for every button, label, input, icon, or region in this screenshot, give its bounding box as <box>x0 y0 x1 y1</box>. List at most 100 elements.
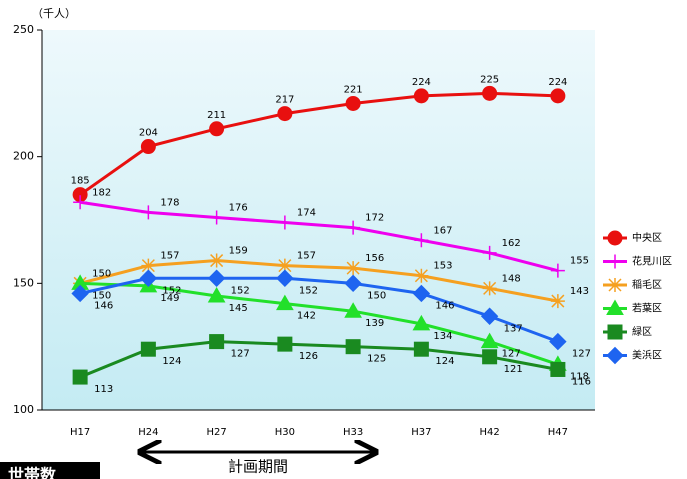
data-label: 224 <box>548 77 567 88</box>
legend-marker <box>607 324 623 340</box>
x-tick-label: H27 <box>207 427 227 438</box>
data-label: 225 <box>480 74 499 85</box>
marker <box>345 95 361 111</box>
x-tick-label: H47 <box>548 427 568 438</box>
marker <box>140 341 156 357</box>
data-label: 159 <box>229 246 248 257</box>
data-label: 153 <box>433 261 452 272</box>
data-label: 182 <box>92 187 111 198</box>
marker <box>207 286 226 303</box>
data-label: 172 <box>365 213 384 224</box>
data-label: 152 <box>231 285 250 296</box>
data-label: 152 <box>299 285 318 296</box>
marker <box>482 85 498 101</box>
marker <box>72 369 88 385</box>
data-label: 150 <box>367 290 386 301</box>
marker <box>412 284 431 303</box>
marker <box>550 361 566 377</box>
legend-label: 若葉区 <box>632 302 662 315</box>
series-line <box>79 200 559 273</box>
marker <box>412 314 431 331</box>
data-label: 157 <box>297 251 316 262</box>
legend-marker <box>608 278 622 292</box>
marker <box>550 263 565 278</box>
data-label: 127 <box>572 349 591 360</box>
data-label: 124 <box>162 356 181 367</box>
marker <box>277 258 292 273</box>
marker <box>140 139 156 155</box>
data-label: 185 <box>71 176 90 187</box>
marker <box>209 253 224 268</box>
legend-marker <box>606 299 624 315</box>
data-label: 146 <box>94 300 113 311</box>
legend-marker <box>607 230 623 246</box>
data-label: 150 <box>92 268 111 279</box>
legend-label: 中央区 <box>632 231 662 244</box>
series-line <box>79 259 559 303</box>
data-label: 139 <box>365 318 384 329</box>
x-tick-label: H17 <box>70 427 90 438</box>
data-label: 211 <box>207 110 226 121</box>
marker <box>277 336 293 352</box>
marker <box>209 121 225 137</box>
marker <box>277 106 293 122</box>
y-tick-label: 100 <box>13 403 34 416</box>
marker <box>345 339 361 355</box>
data-label: 125 <box>367 354 386 365</box>
data-label: 127 <box>502 349 521 360</box>
x-tick-label: H37 <box>411 427 431 438</box>
marker <box>139 269 158 287</box>
series-line <box>79 340 559 379</box>
data-label: 157 <box>160 251 179 262</box>
data-label: 150 <box>92 290 111 301</box>
series-line <box>79 276 559 344</box>
legend-marker <box>606 346 624 365</box>
marker <box>209 334 225 350</box>
data-label: 221 <box>344 84 363 95</box>
marker <box>276 294 294 311</box>
marker <box>413 341 429 357</box>
marker <box>276 269 294 287</box>
data-label: 174 <box>297 208 316 219</box>
marker <box>346 220 361 235</box>
marker <box>482 245 497 260</box>
legend-label: 緑区 <box>632 325 652 338</box>
marker <box>141 258 156 273</box>
data-label: 116 <box>572 376 591 387</box>
y-tick-label: 250 <box>13 23 34 36</box>
data-label: 134 <box>433 331 452 342</box>
legend-label: 美浜区 <box>632 349 662 362</box>
data-label: 113 <box>94 384 113 395</box>
series-line <box>79 91 558 196</box>
marker <box>480 307 499 325</box>
marker <box>207 269 226 287</box>
footer-text: 世帯数 <box>8 466 57 479</box>
marker <box>346 261 361 276</box>
data-label: 143 <box>570 286 589 297</box>
data-label: 126 <box>299 351 318 362</box>
marker <box>71 284 89 303</box>
data-label: 137 <box>504 323 523 334</box>
data-label: 204 <box>139 128 158 139</box>
y-tick-label: 150 <box>13 276 34 289</box>
marker <box>209 210 224 225</box>
data-label: 146 <box>435 300 454 311</box>
marker <box>480 332 499 349</box>
data-label: 149 <box>160 293 179 304</box>
data-label: 156 <box>365 253 384 264</box>
legend-label: 稲毛区 <box>632 279 662 291</box>
data-label: 127 <box>231 349 250 360</box>
marker <box>550 294 565 309</box>
data-label: 178 <box>160 197 179 208</box>
data-label: 217 <box>275 95 294 106</box>
x-tick-label: H24 <box>138 427 158 438</box>
marker <box>549 332 567 351</box>
annotation: 計画期間 <box>228 458 288 476</box>
marker <box>414 233 429 248</box>
x-tick-label: H42 <box>480 427 500 438</box>
data-label: 176 <box>229 202 248 213</box>
marker <box>73 195 88 210</box>
data-label: 142 <box>297 311 316 322</box>
legend-marker <box>608 254 622 269</box>
